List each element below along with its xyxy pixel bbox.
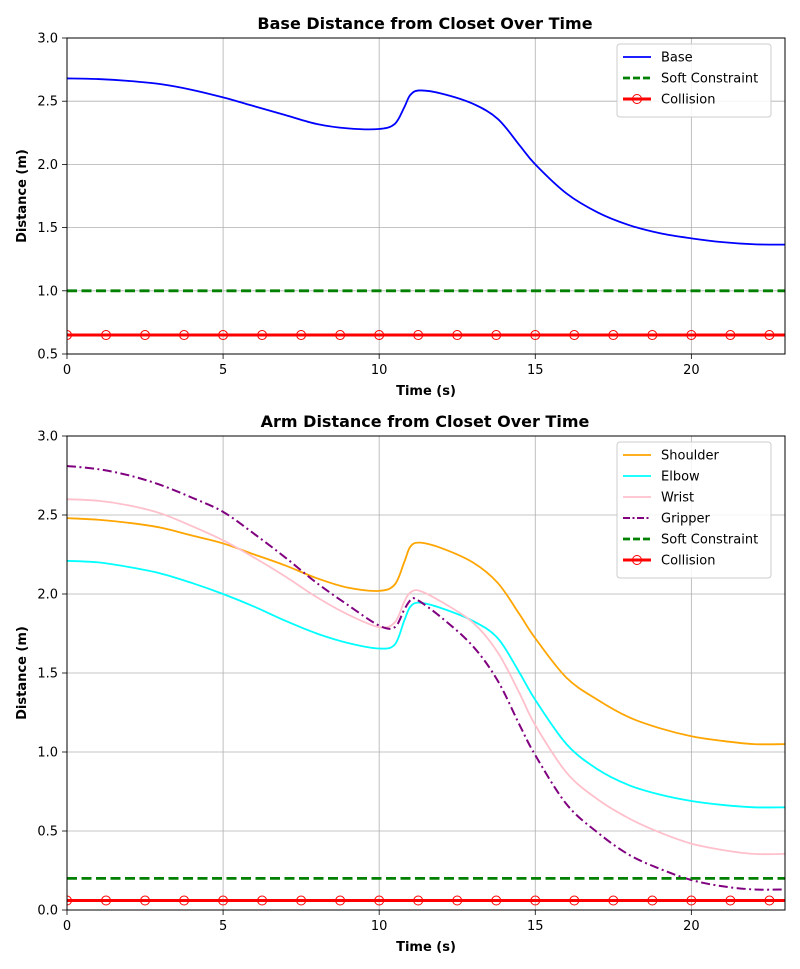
collision-marker bbox=[608, 895, 619, 906]
collision-marker bbox=[413, 895, 424, 906]
elbow-line bbox=[67, 559, 785, 809]
y-tick-label: 3.0 bbox=[37, 430, 58, 445]
collision-marker bbox=[140, 895, 151, 906]
legend-label-soft-constraint: Soft Constraint bbox=[661, 72, 758, 87]
collision-marker bbox=[764, 895, 775, 906]
collision-marker bbox=[452, 330, 463, 341]
legend-label-collision: Collision bbox=[661, 93, 715, 108]
collision-marker bbox=[725, 895, 736, 906]
collision-marker bbox=[296, 895, 307, 906]
collision-marker bbox=[569, 895, 580, 906]
y-tick-label: 3.0 bbox=[37, 32, 58, 47]
series-clip-group bbox=[67, 77, 785, 341]
legend-box bbox=[616, 43, 772, 118]
legend-box bbox=[616, 441, 772, 579]
x-tick-label: 15 bbox=[527, 363, 544, 378]
y-axis-label: Distance (m) bbox=[15, 149, 30, 243]
series-layer bbox=[67, 465, 785, 906]
x-tick-label: 5 bbox=[219, 919, 227, 934]
collision-marker bbox=[218, 330, 229, 341]
legend-marker-collision bbox=[632, 94, 642, 104]
collision-marker bbox=[257, 330, 268, 341]
collision-marker bbox=[101, 895, 112, 906]
y-axis-ticks: 0.0 0.5 1.0 1.5 2.0 2.5 3.0 bbox=[37, 430, 67, 919]
collision-marker bbox=[335, 330, 346, 341]
chart-title: Arm Distance from Closet Over Time bbox=[261, 412, 590, 431]
legend-label-base: Base bbox=[661, 51, 693, 66]
collision-marker bbox=[67, 895, 72, 906]
y-tick-label: 2.5 bbox=[37, 509, 58, 524]
base-line bbox=[67, 77, 785, 246]
x-tick-label: 20 bbox=[683, 919, 700, 934]
series-clip-group bbox=[67, 465, 785, 906]
collision-marker bbox=[335, 895, 346, 906]
x-tick-label: 20 bbox=[683, 363, 700, 378]
collision-marker bbox=[647, 895, 658, 906]
wrist-line bbox=[67, 498, 785, 856]
x-axis-label: Time (s) bbox=[396, 384, 456, 399]
collision-marker bbox=[491, 895, 502, 906]
collision-marker bbox=[374, 330, 385, 341]
collision-marker bbox=[140, 330, 151, 341]
x-axis-ticks: 0 5 10 15 20 bbox=[63, 354, 700, 378]
legend-label-shoulder: Shoulder bbox=[661, 449, 720, 464]
x-tick-label: 0 bbox=[63, 363, 71, 378]
x-axis-ticks: 0 5 10 15 20 bbox=[63, 910, 700, 934]
legend: Shoulder Elbow Wrist Gripper Soft Constraint… bbox=[616, 441, 772, 579]
collision-marker bbox=[725, 330, 736, 341]
collision-marker bbox=[686, 895, 697, 906]
legend: Base Soft Constraint Collision bbox=[616, 43, 772, 118]
collision-marker bbox=[452, 895, 463, 906]
y-tick-label: 2.5 bbox=[37, 95, 58, 110]
x-tick-label: 0 bbox=[63, 919, 71, 934]
x-tick-label: 10 bbox=[371, 919, 388, 934]
y-tick-label: 0.5 bbox=[37, 348, 58, 363]
collision-marker bbox=[413, 330, 424, 341]
collision-marker bbox=[608, 330, 619, 341]
y-tick-label: 0.0 bbox=[37, 904, 58, 919]
legend-label-gripper: Gripper bbox=[661, 512, 711, 527]
legend-label-wrist: Wrist bbox=[661, 491, 694, 506]
collision-marker bbox=[686, 330, 697, 341]
x-tick-label: 15 bbox=[527, 919, 544, 934]
legend-label-collision: Collision bbox=[661, 554, 715, 569]
base-distance-chart: Base Distance from Closet Over Time 0 5 10… bbox=[15, 14, 786, 399]
legend-label-soft-constraint: Soft Constraint bbox=[661, 533, 758, 548]
x-axis-label: Time (s) bbox=[396, 940, 456, 955]
chart-title: Base Distance from Closet Over Time bbox=[257, 14, 592, 33]
collision-marker bbox=[530, 895, 541, 906]
y-tick-label: 1.5 bbox=[37, 221, 58, 236]
collision-marker bbox=[218, 895, 229, 906]
shoulder-line bbox=[67, 517, 785, 746]
collision-marker bbox=[179, 330, 190, 341]
collision-marker bbox=[179, 895, 190, 906]
collision-marker bbox=[67, 330, 72, 341]
collision-marker bbox=[257, 895, 268, 906]
collision-marker bbox=[647, 330, 658, 341]
legend-label-elbow: Elbow bbox=[661, 470, 700, 485]
y-axis-label: Distance (m) bbox=[15, 626, 30, 720]
collision-marker bbox=[374, 895, 385, 906]
collision-marker bbox=[569, 330, 580, 341]
y-tick-label: 2.0 bbox=[37, 588, 58, 603]
plot-frame bbox=[66, 37, 786, 355]
x-tick-label: 5 bbox=[219, 363, 227, 378]
y-tick-label: 1.0 bbox=[37, 284, 58, 299]
x-tick-label: 10 bbox=[371, 363, 388, 378]
y-tick-label: 1.0 bbox=[37, 746, 58, 761]
y-axis-ticks: 0.5 1.0 1.5 2.0 2.5 3.0 bbox=[37, 32, 67, 363]
collision-marker bbox=[491, 330, 502, 341]
y-tick-label: 2.0 bbox=[37, 158, 58, 173]
legend-marker-collision bbox=[632, 555, 642, 565]
y-tick-label: 0.5 bbox=[37, 825, 58, 840]
collision-marker bbox=[296, 330, 307, 341]
arm-distance-chart: Arm Distance from Closet Over Time 0 5 10 1… bbox=[15, 412, 786, 955]
series-layer bbox=[67, 77, 785, 341]
collision-marker bbox=[101, 330, 112, 341]
collision-marker bbox=[764, 330, 775, 341]
collision-marker bbox=[530, 330, 541, 341]
y-tick-label: 1.5 bbox=[37, 667, 58, 682]
gripper-line bbox=[67, 465, 785, 891]
